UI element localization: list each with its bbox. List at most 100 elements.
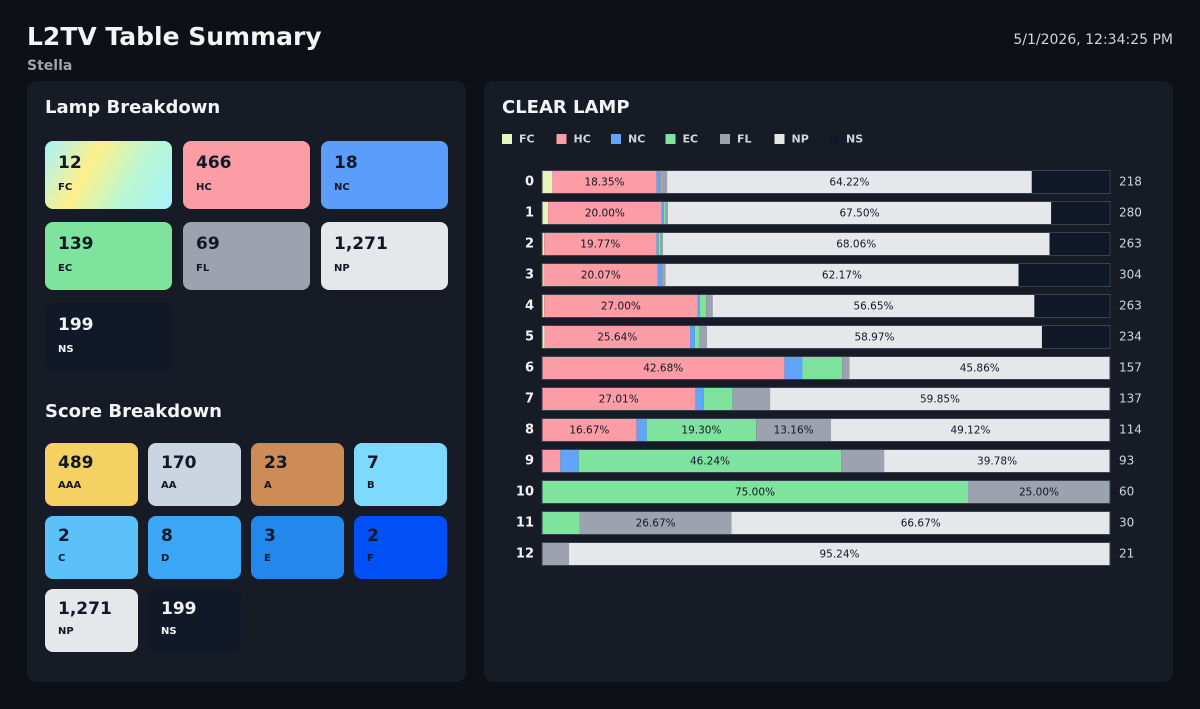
bar-segment xyxy=(542,170,553,194)
row-label: 4 xyxy=(525,299,534,314)
chart: CLEAR LAMP FC HC NC EC FL NP NS0 18.35% 64.22% 21… xyxy=(502,97,1142,566)
bar-frame xyxy=(541,294,1111,318)
timestamp: 5/1/2026, 12:34:25 PM xyxy=(1013,32,1173,48)
stat-card: 12 FC xyxy=(45,141,172,209)
bar-segment xyxy=(690,325,695,349)
bar-segment xyxy=(661,263,666,287)
bar-segment xyxy=(542,511,580,535)
stat-card: 23 A xyxy=(251,443,344,506)
legend-label: EC xyxy=(683,133,699,146)
legend-label: NS xyxy=(846,133,863,146)
bar-segment xyxy=(784,356,803,380)
bar-segment xyxy=(542,201,549,225)
bar-segment xyxy=(543,263,658,287)
bar-segment xyxy=(552,170,657,194)
bar-segment xyxy=(830,418,1110,442)
segment-label: 18.35% xyxy=(584,177,624,189)
segment-label: 49.12% xyxy=(950,425,990,437)
bar-segment xyxy=(662,232,1050,256)
bar-segment xyxy=(1041,325,1110,349)
card-label: B xyxy=(367,480,375,491)
row-label: 12 xyxy=(516,547,534,562)
bar-segment xyxy=(542,263,544,287)
bar-segment xyxy=(663,201,666,225)
bar-segment xyxy=(706,294,713,318)
row-total: 30 xyxy=(1119,516,1134,530)
card-value: 466 xyxy=(196,153,232,173)
legend-swatch xyxy=(665,134,676,144)
bar-segment xyxy=(884,449,1111,473)
legend-label: FC xyxy=(519,133,535,146)
bar-segment xyxy=(660,232,663,256)
bar-frame xyxy=(541,263,1111,287)
bar-frame xyxy=(541,511,1111,535)
bar-segment xyxy=(569,542,1110,566)
row-total: 157 xyxy=(1119,361,1142,375)
bar-segment xyxy=(578,449,842,473)
legend-swatch xyxy=(611,134,621,144)
segment-label: 46.24% xyxy=(690,456,730,468)
legend-label: HC xyxy=(574,133,591,146)
bar-segment xyxy=(802,356,843,380)
row-label: 10 xyxy=(516,485,534,500)
bar-segment xyxy=(1049,232,1110,256)
legend-swatch xyxy=(502,134,512,144)
segment-label: 58.97% xyxy=(854,332,894,344)
segment-label: 26.67% xyxy=(636,518,676,530)
row-total: 263 xyxy=(1119,237,1142,251)
legend-swatch xyxy=(556,134,567,144)
bar-segment xyxy=(656,170,660,194)
legend-label: FL xyxy=(737,133,752,146)
card-value: 2 xyxy=(367,526,379,546)
bar-segment xyxy=(707,325,1042,349)
bar-frame xyxy=(541,232,1111,256)
row-total: 280 xyxy=(1119,206,1142,220)
segment-label: 75.00% xyxy=(735,487,775,499)
bar-segment xyxy=(665,201,668,225)
legend-swatch xyxy=(829,134,839,144)
row-label: 8 xyxy=(525,423,534,438)
row-total: 114 xyxy=(1119,423,1142,437)
segment-label: 42.68% xyxy=(643,363,683,375)
bar-segment xyxy=(542,325,545,349)
bar-segment xyxy=(756,418,831,442)
page-title: L2TV Table Summary xyxy=(27,22,322,51)
segment-label: 19.77% xyxy=(580,239,620,251)
bar-segment xyxy=(842,356,850,380)
bar-segment xyxy=(544,294,698,318)
bar-segment xyxy=(560,449,579,473)
card-value: 3 xyxy=(264,526,276,546)
segment-label: 13.16% xyxy=(774,425,814,437)
segment-label: 16.67% xyxy=(569,425,609,437)
bar-segment xyxy=(646,418,757,442)
left-panel: Lamp Breakdown Score Breakdown 12 FC 466 HC… xyxy=(27,81,466,682)
card-value: 199 xyxy=(161,599,197,619)
segment-label: 20.00% xyxy=(585,208,625,220)
card-label: AAA xyxy=(58,480,82,491)
bar-frame xyxy=(541,325,1111,349)
row-total: 21 xyxy=(1119,547,1134,561)
bar-frame xyxy=(541,356,1111,380)
bar-segment xyxy=(770,387,1110,411)
stat-card: 199 NS xyxy=(45,303,172,371)
card-value: 1,271 xyxy=(334,234,388,254)
segment-label: 39.78% xyxy=(977,456,1017,468)
row-total: 93 xyxy=(1119,454,1134,468)
card-label: AA xyxy=(161,480,177,491)
bar-segment xyxy=(542,480,968,504)
bar-segment xyxy=(695,387,704,411)
legend-label: NC xyxy=(628,133,645,146)
card-label: A xyxy=(264,480,272,491)
segment-label: 64.22% xyxy=(829,177,869,189)
bar-frame xyxy=(541,542,1111,566)
card-value: 12 xyxy=(58,153,82,173)
segment-label: 27.01% xyxy=(599,394,639,406)
card-label: E xyxy=(264,553,271,564)
row-total: 218 xyxy=(1119,175,1142,189)
segment-label: 62.17% xyxy=(822,270,862,282)
bar-segment xyxy=(542,356,785,380)
